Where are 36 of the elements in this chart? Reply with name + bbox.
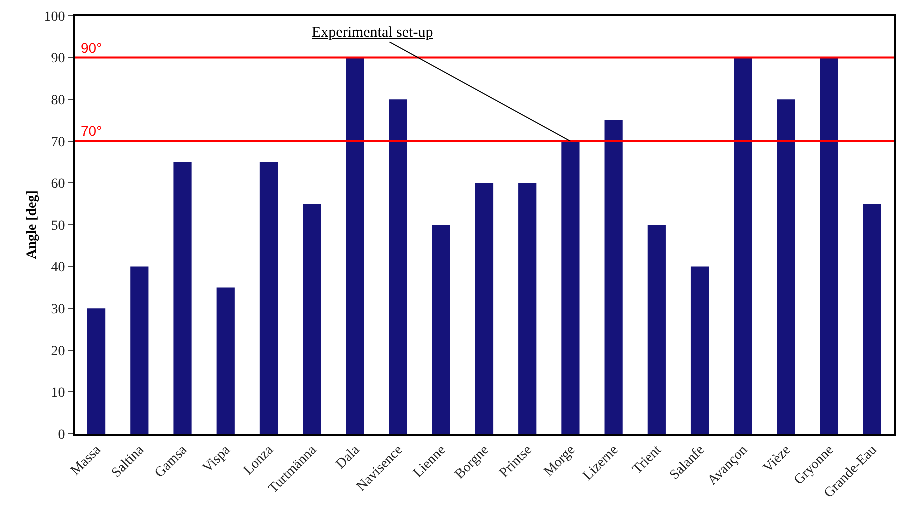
bar xyxy=(518,183,537,434)
y-tick-label: 90 xyxy=(51,52,66,67)
bar xyxy=(303,204,322,434)
bar xyxy=(346,58,364,434)
bar xyxy=(690,266,710,434)
bar xyxy=(777,100,796,434)
y-tick-label: 80 xyxy=(51,94,66,108)
y-tick-label: 30 xyxy=(51,302,66,318)
y-tick-label: 70 xyxy=(51,135,66,150)
bar xyxy=(216,288,235,434)
bar xyxy=(648,225,666,434)
bar xyxy=(130,266,149,434)
y-tick-label: 40 xyxy=(51,260,66,276)
bar xyxy=(174,162,192,434)
y-tick-label: 60 xyxy=(51,177,66,192)
bar xyxy=(820,58,838,434)
y-axis-title: Angle [deg] xyxy=(25,190,40,260)
ref-line-label: 70° xyxy=(81,123,102,139)
bar xyxy=(562,141,580,434)
bar xyxy=(389,100,408,434)
x-tick-label: Vièze xyxy=(760,442,794,476)
bar xyxy=(475,183,494,434)
y-tick-label: 20 xyxy=(51,344,66,360)
bar xyxy=(260,162,278,434)
bar xyxy=(88,308,106,434)
bar xyxy=(604,120,623,434)
annotation: Experimental set-up xyxy=(312,25,434,41)
y-tick-label: 100 xyxy=(44,10,66,25)
bar xyxy=(734,58,752,434)
bar xyxy=(863,204,882,434)
y-tick-label: 0 xyxy=(58,428,66,443)
ref-line-label: 90° xyxy=(81,40,102,56)
y-tick-label: 50 xyxy=(51,218,66,234)
x-tick-label: Vispa xyxy=(200,442,234,476)
bar xyxy=(432,225,450,434)
y-tick-label: 10 xyxy=(51,386,66,402)
